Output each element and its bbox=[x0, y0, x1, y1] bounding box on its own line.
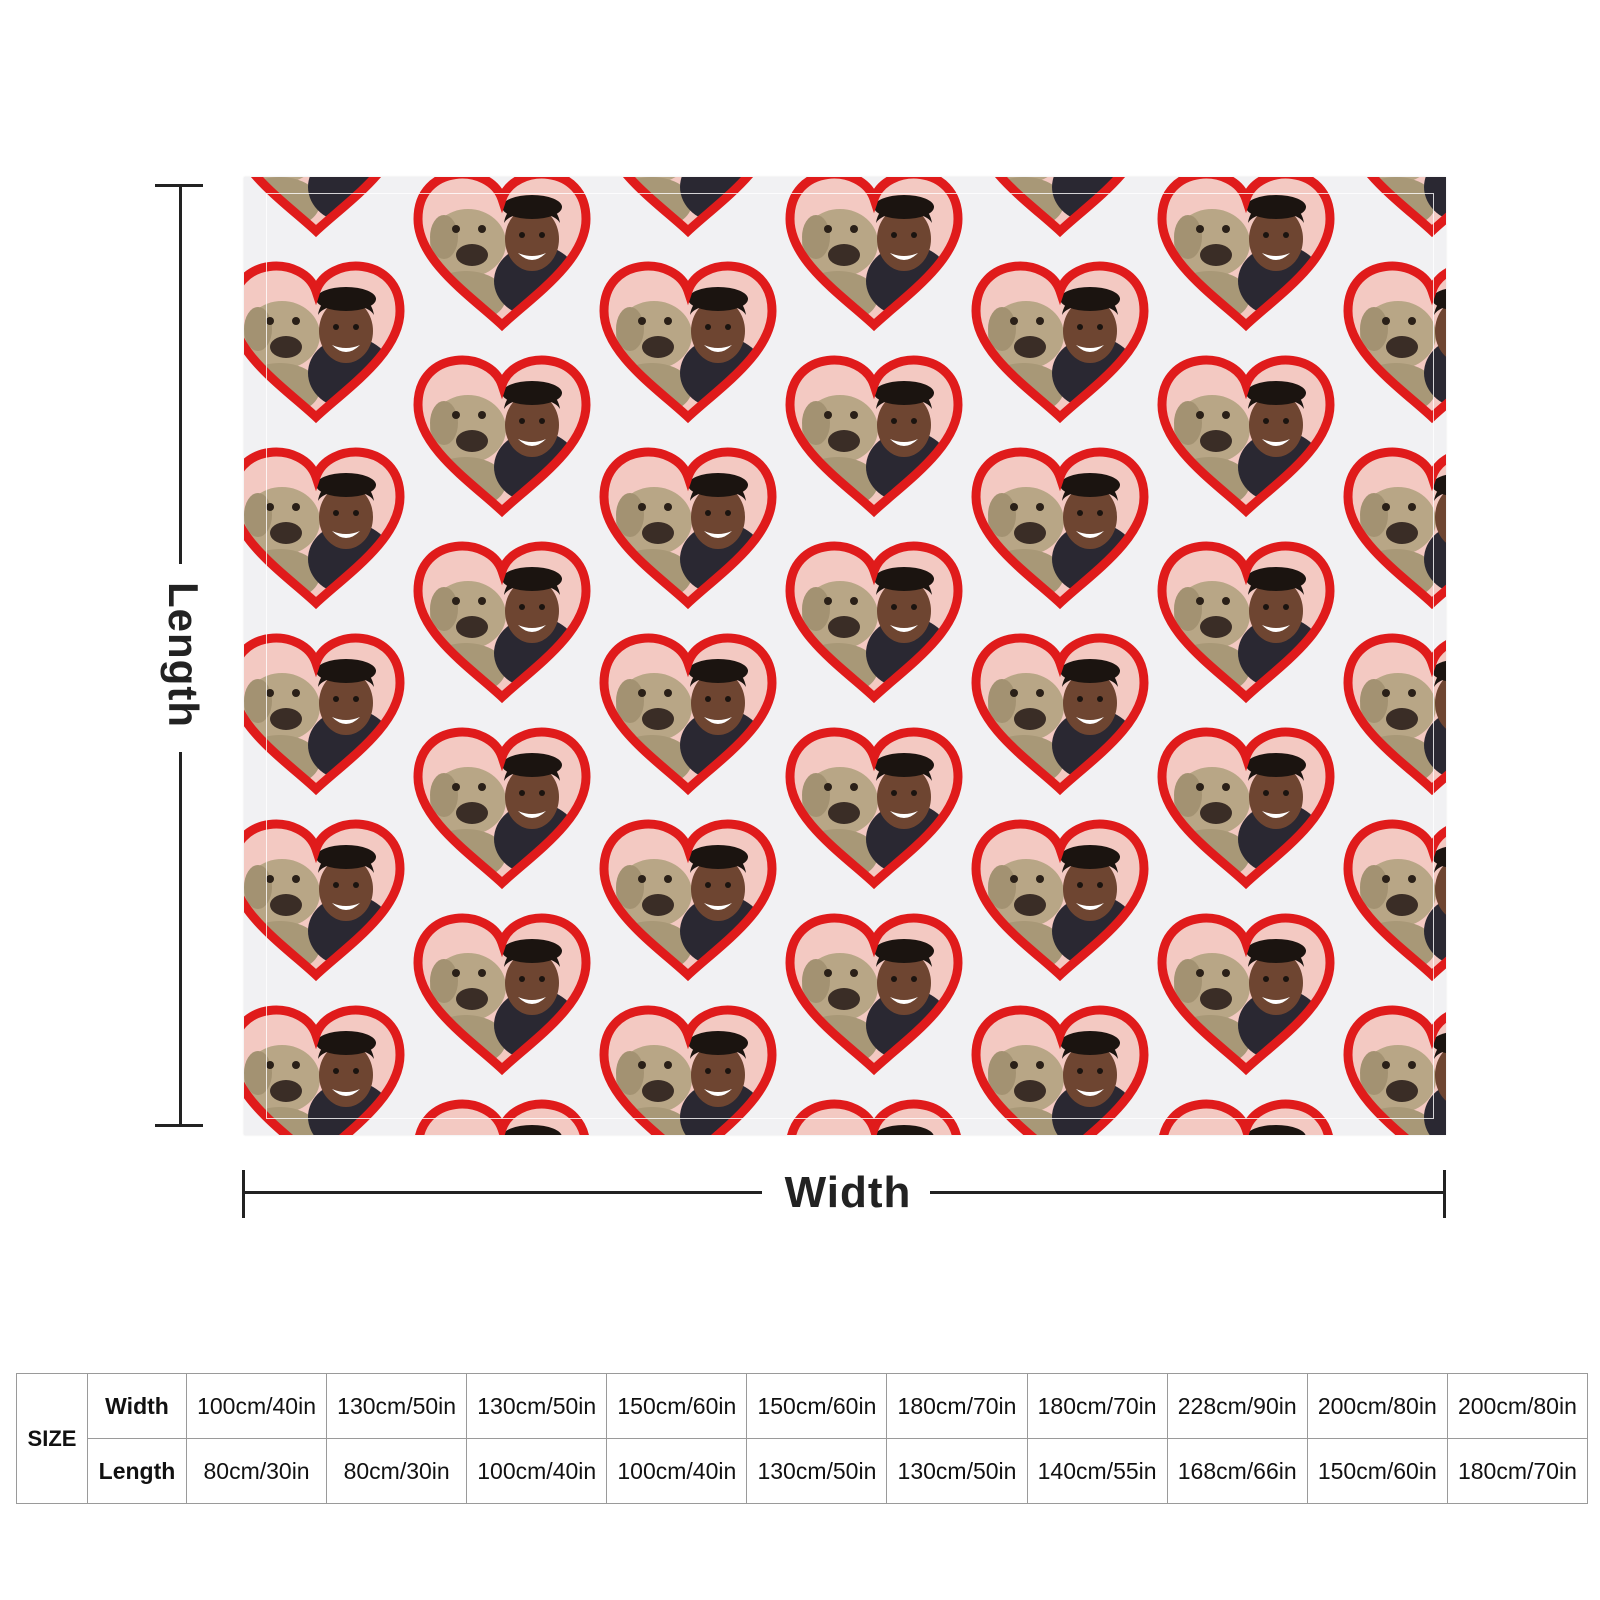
width-right-cap bbox=[1443, 1170, 1446, 1218]
blanket-pattern-preview bbox=[244, 177, 1446, 1135]
width-cell: 130cm/50in bbox=[326, 1373, 468, 1439]
length-line-lower bbox=[179, 752, 182, 1126]
heart-photo-motif bbox=[604, 824, 772, 975]
heart-photo-motif bbox=[604, 638, 772, 789]
size-chart-table: SIZE Width 100cm/40in 130cm/50in 130cm/5… bbox=[16, 1373, 1589, 1504]
width-cell: 130cm/50in bbox=[466, 1373, 608, 1439]
size-row-width: SIZE Width 100cm/40in 130cm/50in 130cm/5… bbox=[16, 1373, 1589, 1504]
heart-photo-motif bbox=[790, 918, 958, 1069]
width-cell: 200cm/80in bbox=[1306, 1373, 1448, 1439]
width-cell: 100cm/40in bbox=[185, 1373, 328, 1439]
width-left-cap bbox=[242, 1170, 245, 1218]
length-row-header: Length bbox=[87, 1438, 187, 1504]
heart-photo-motif bbox=[1348, 824, 1446, 975]
heart-photo-motif bbox=[244, 177, 400, 231]
width-line-right bbox=[930, 1191, 1446, 1194]
heart-photo-motif bbox=[976, 1010, 1144, 1135]
heart-photo-motif bbox=[1348, 638, 1446, 789]
heart-photo-motif bbox=[1162, 1104, 1330, 1135]
heart-photo-motif bbox=[244, 824, 400, 975]
heart-photo-motif bbox=[604, 1010, 772, 1135]
heart-photo-motif bbox=[976, 638, 1144, 789]
width-cell: 180cm/70in bbox=[1026, 1373, 1168, 1439]
heart-photo-motif bbox=[418, 546, 586, 697]
length-cell: 140cm/55in bbox=[1026, 1438, 1168, 1504]
heart-photo-motif bbox=[604, 266, 772, 417]
heart-photo-motif bbox=[1162, 360, 1330, 511]
heart-photo-motif bbox=[418, 177, 586, 325]
heart-photo-motif bbox=[244, 638, 400, 789]
heart-photo-motif bbox=[790, 546, 958, 697]
length-cell: 168cm/66in bbox=[1166, 1438, 1308, 1504]
heart-photo-motif bbox=[604, 177, 772, 231]
length-cell: 180cm/70in bbox=[1446, 1438, 1589, 1504]
heart-photo-motif bbox=[244, 1010, 400, 1135]
length-line-upper bbox=[179, 184, 182, 564]
size-header: SIZE bbox=[16, 1373, 88, 1504]
length-bottom-cap bbox=[155, 1124, 203, 1127]
length-cell: 80cm/30in bbox=[185, 1438, 328, 1504]
heart-photo-motif bbox=[1162, 918, 1330, 1069]
heart-photo-motif bbox=[976, 177, 1144, 231]
heart-photo-motif bbox=[1348, 452, 1446, 603]
heart-photo-motif bbox=[418, 918, 586, 1069]
heart-photo-motif bbox=[418, 360, 586, 511]
length-cell: 150cm/60in bbox=[1306, 1438, 1448, 1504]
size-row-length: Length 80cm/30in 80cm/30in 100cm/40in 10… bbox=[17, 1438, 1589, 1504]
heart-photo-motif bbox=[1348, 1010, 1446, 1135]
heart-photo-motif bbox=[790, 1104, 958, 1135]
length-cell: 100cm/40in bbox=[606, 1438, 748, 1504]
heart-photo-motif bbox=[418, 732, 586, 883]
heart-photo-motif bbox=[790, 360, 958, 511]
length-cell: 130cm/50in bbox=[886, 1438, 1028, 1504]
heart-pattern bbox=[244, 177, 1446, 1135]
heart-photo-motif bbox=[790, 177, 958, 325]
heart-photo-motif bbox=[1162, 546, 1330, 697]
width-label: Width bbox=[784, 1168, 912, 1217]
length-cell: 80cm/30in bbox=[326, 1438, 468, 1504]
width-cell: 228cm/90in bbox=[1166, 1373, 1308, 1439]
length-cell: 100cm/40in bbox=[466, 1438, 608, 1504]
width-cell: 200cm/80in bbox=[1446, 1373, 1589, 1439]
heart-photo-motif bbox=[418, 1104, 586, 1135]
heart-photo-motif bbox=[244, 266, 400, 417]
heart-photo-motif bbox=[790, 732, 958, 883]
heart-photo-motif bbox=[1348, 266, 1446, 417]
width-row-header: Width bbox=[87, 1373, 187, 1439]
heart-photo-motif bbox=[1348, 177, 1446, 231]
heart-photo-motif bbox=[604, 452, 772, 603]
heart-photo-motif bbox=[1162, 732, 1330, 883]
heart-photo-motif bbox=[244, 452, 400, 603]
width-cell: 150cm/60in bbox=[606, 1373, 748, 1439]
length-label: Length bbox=[160, 582, 207, 728]
width-line-left bbox=[242, 1191, 762, 1194]
width-cell: 150cm/60in bbox=[746, 1373, 888, 1439]
width-cell: 180cm/70in bbox=[886, 1373, 1028, 1439]
heart-photo-motif bbox=[976, 824, 1144, 975]
heart-photo-motif bbox=[976, 266, 1144, 417]
length-cell: 130cm/50in bbox=[746, 1438, 888, 1504]
heart-photo-motif bbox=[976, 452, 1144, 603]
heart-photo-motif bbox=[1162, 177, 1330, 325]
